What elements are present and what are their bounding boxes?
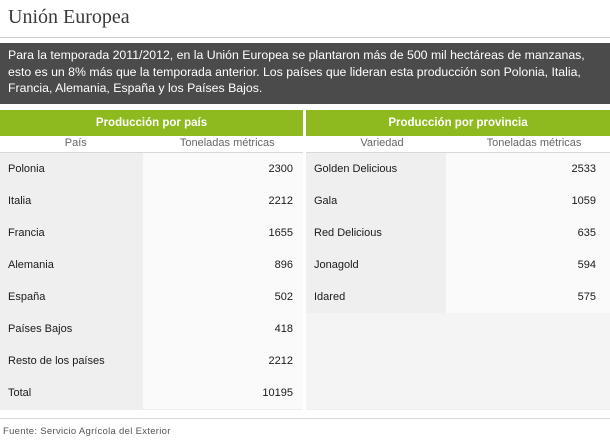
table-row bbox=[306, 312, 610, 345]
row-value bbox=[446, 312, 610, 345]
production-by-country-table: Producción por país País Toneladas métri… bbox=[0, 110, 303, 410]
row-label: Alemania bbox=[0, 248, 143, 281]
column-header-variety: Variedad bbox=[360, 137, 404, 149]
table-row: Resto de los países 2212 bbox=[0, 344, 303, 377]
page-title: Unión Europea bbox=[8, 6, 130, 28]
row-value: 1059 bbox=[446, 184, 610, 217]
column-header-tons: Toneladas métricas bbox=[179, 137, 275, 149]
table-row: Francia 1655 bbox=[0, 216, 303, 249]
table-column-headers: Variedad Toneladas métricas bbox=[306, 136, 610, 153]
row-value: 1655 bbox=[143, 216, 303, 249]
row-value: 2533 bbox=[446, 152, 610, 185]
row-value: 2212 bbox=[143, 184, 303, 217]
row-value: 635 bbox=[446, 216, 610, 249]
table-row: España 502 bbox=[0, 280, 303, 313]
table-row: Red Delicious 635 bbox=[306, 216, 610, 249]
row-label: Gala bbox=[306, 184, 446, 217]
row-value: 502 bbox=[143, 280, 303, 313]
table-row: Golden Delicious 2533 bbox=[306, 152, 610, 185]
table-row: Jonagold 594 bbox=[306, 248, 610, 281]
row-label: Polonia bbox=[0, 152, 143, 185]
row-value: 2212 bbox=[143, 344, 303, 377]
footer-divider bbox=[0, 418, 610, 419]
row-value bbox=[446, 376, 610, 409]
row-value bbox=[446, 344, 610, 377]
row-label: Francia bbox=[0, 216, 143, 249]
table-row: Polonia 2300 bbox=[0, 152, 303, 185]
row-label: Golden Delicious bbox=[306, 152, 446, 185]
table-row: Italia 2212 bbox=[0, 184, 303, 217]
table-row bbox=[306, 344, 610, 377]
row-value: 10195 bbox=[143, 376, 303, 409]
production-by-variety-table: Producción por provincia Variedad Tonela… bbox=[306, 110, 610, 410]
row-label: Red Delicious bbox=[306, 216, 446, 249]
row-label: España bbox=[0, 280, 143, 313]
row-label bbox=[306, 344, 446, 377]
row-value: 896 bbox=[143, 248, 303, 281]
table-row: Gala 1059 bbox=[306, 184, 610, 217]
table-row: Idared 575 bbox=[306, 280, 610, 313]
row-label: Total bbox=[0, 376, 143, 409]
row-label: Jonagold bbox=[306, 248, 446, 281]
row-value: 2300 bbox=[143, 152, 303, 185]
column-header-tons: Toneladas métricas bbox=[486, 137, 582, 149]
table-row: Alemania 896 bbox=[0, 248, 303, 281]
title-divider bbox=[0, 37, 610, 38]
table-body: Polonia 2300 Italia 2212 Francia 1655 Alemania… bbox=[0, 152, 303, 409]
table-row bbox=[306, 376, 610, 409]
tables-container: Producción por país País Toneladas métri… bbox=[0, 110, 610, 410]
table-column-headers: País Toneladas métricas bbox=[0, 136, 303, 153]
row-value: 594 bbox=[446, 248, 610, 281]
row-value: 418 bbox=[143, 312, 303, 345]
table-row: Países Bajos 418 bbox=[0, 312, 303, 345]
row-label: Idared bbox=[306, 280, 446, 313]
table-heading: Producción por país bbox=[0, 110, 303, 136]
intro-text: Para la temporada 2011/2012, en la Unión… bbox=[0, 43, 610, 104]
row-label: Resto de los países bbox=[0, 344, 143, 377]
table-row: Total 10195 bbox=[0, 376, 303, 409]
source-note: Fuente: Servicio Agrícola del Exterior bbox=[3, 426, 171, 437]
row-value: 575 bbox=[446, 280, 610, 313]
column-header-country: País bbox=[64, 137, 87, 149]
row-label: Países Bajos bbox=[0, 312, 143, 345]
row-label bbox=[306, 376, 446, 409]
row-label: Italia bbox=[0, 184, 143, 217]
table-body: Golden Delicious 2533 Gala 1059 Red Deliciou… bbox=[306, 152, 610, 409]
table-heading: Producción por provincia bbox=[306, 110, 610, 136]
row-label bbox=[306, 312, 446, 345]
